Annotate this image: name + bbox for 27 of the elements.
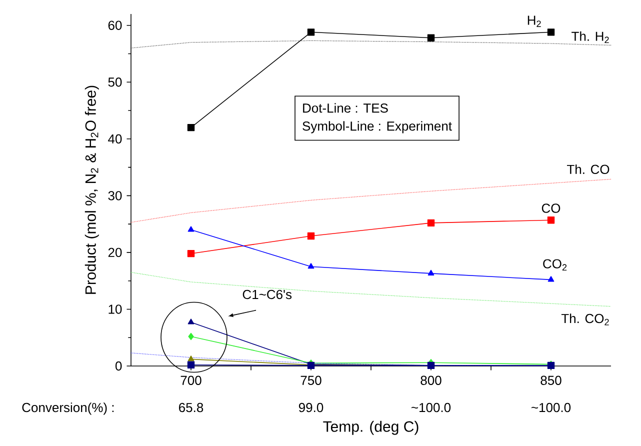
x-tick-label: 700 (180, 376, 202, 385)
y-tick-label: 60 (108, 20, 122, 30)
series-label: CO$_{2}$ (543, 259, 567, 271)
x-axis-title: Temp. (deg C) (323, 420, 418, 435)
y-tick-label: 0 (116, 361, 122, 371)
text: ~100.0 (412, 402, 451, 412)
x-tick-label: 850 (540, 376, 562, 385)
y-tick-label: 10 (108, 304, 122, 314)
x-tick-label: 800 (420, 376, 442, 385)
y-tick-label: 30 (108, 191, 122, 200)
series-label: H$_{2}$ (528, 16, 541, 27)
y-tick-label: 40 (108, 134, 122, 144)
series-label: CO (542, 204, 560, 213)
text: 65.8 (179, 402, 204, 412)
text: ~100.0 (532, 402, 571, 412)
text: 99.0 (298, 402, 324, 412)
annotation: Symbol-Line : Experiment (302, 121, 452, 134)
y-tick-label: 50 (108, 78, 122, 87)
annotation: C1~C6's (242, 290, 292, 300)
series-label: Th. CO$_{2}$ (561, 314, 609, 326)
y-axis-title: Product (mol %, N$_{2}$ & H$_{2}$O free) (84, 86, 99, 294)
annotation: Dot-Line : TES (303, 103, 388, 113)
text: Conversion(%) : (22, 402, 114, 415)
x-tick-label: 750 (300, 376, 322, 385)
series-label: Th. H$_{2}$ (572, 31, 609, 44)
series-label: Th. CO (567, 164, 610, 174)
y-tick-label: 20 (108, 248, 122, 258)
